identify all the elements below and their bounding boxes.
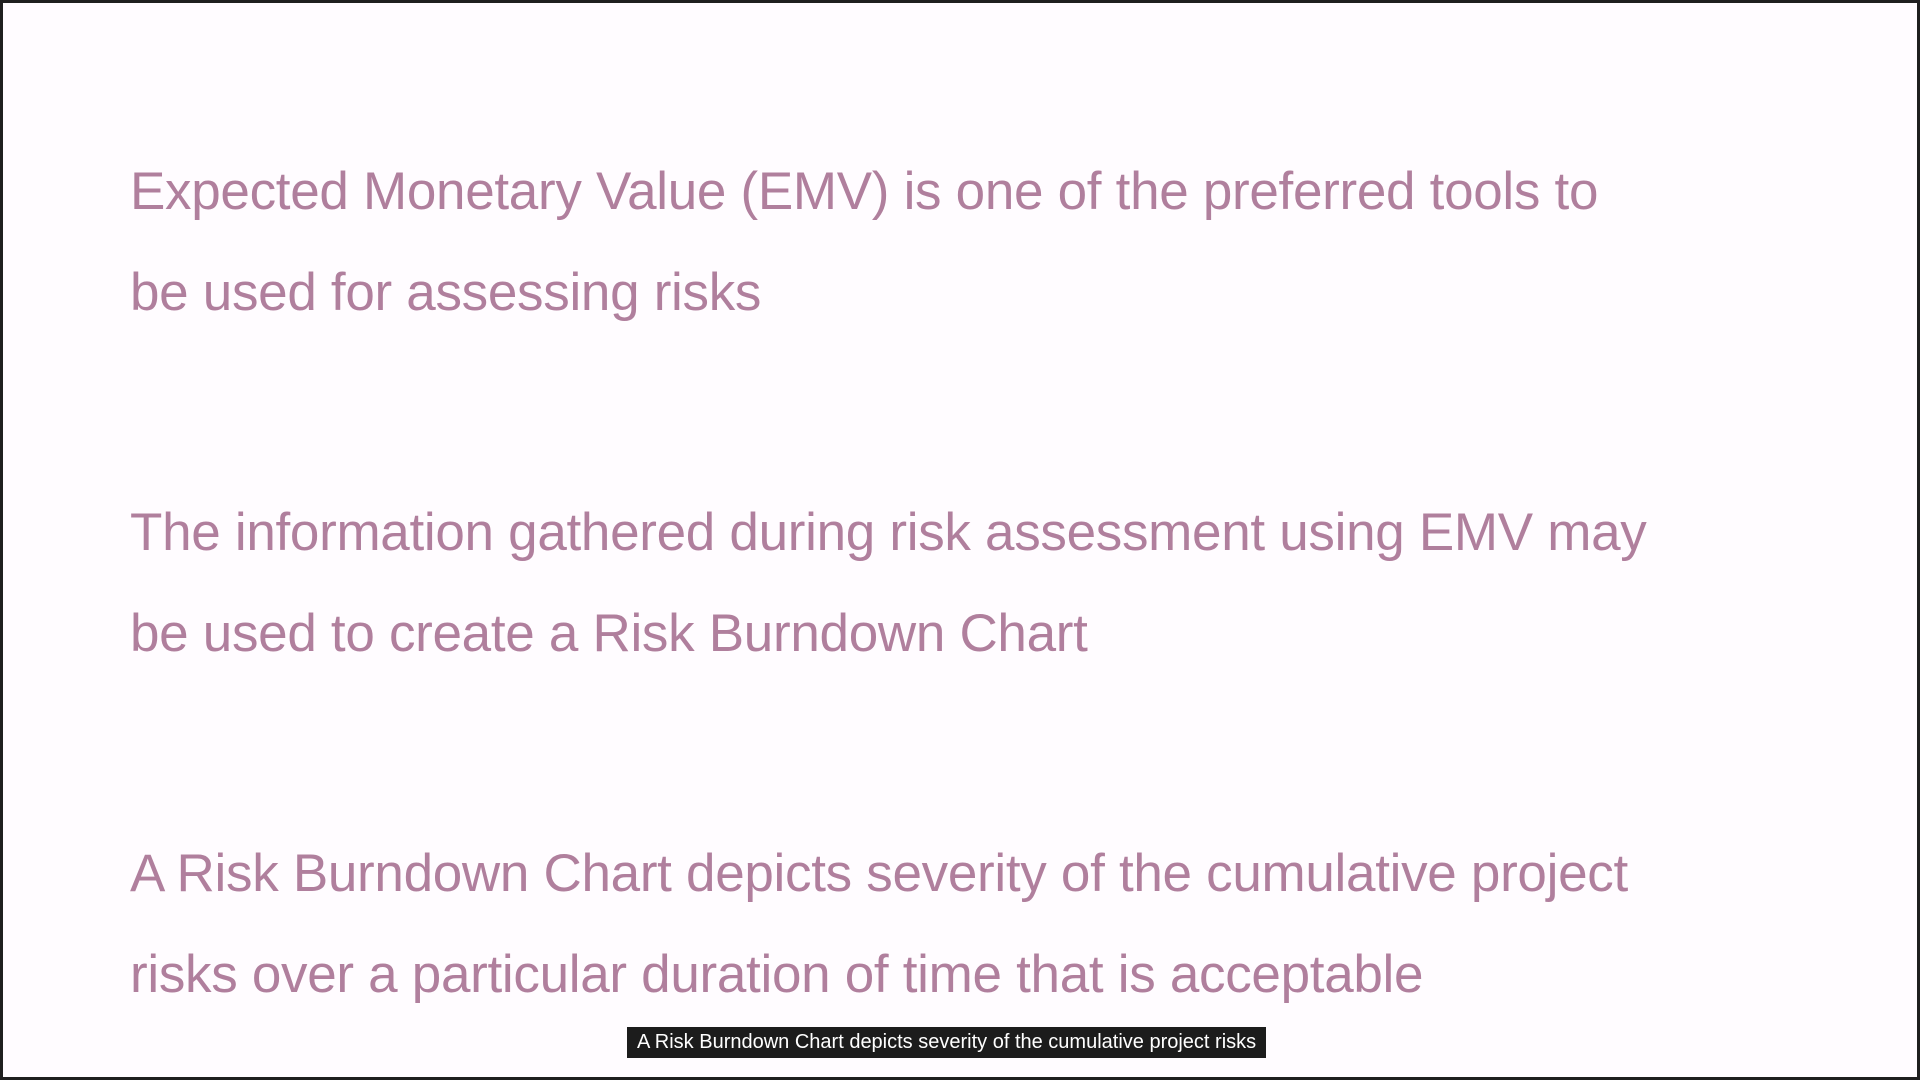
subtitle-caption: A Risk Burndown Chart depicts severity o… [627, 1027, 1267, 1058]
slide-paragraph-burndown: A Risk Burndown Chart depicts severity o… [130, 844, 1628, 1004]
slide-paragraph-information: The information gathered during risk ass… [130, 503, 1647, 663]
slide-paragraph-emv: Expected Monetary Value (EMV) is one of … [130, 162, 1599, 322]
slide-content: Expected Monetary Value (EMV) is one of … [130, 141, 1830, 1025]
